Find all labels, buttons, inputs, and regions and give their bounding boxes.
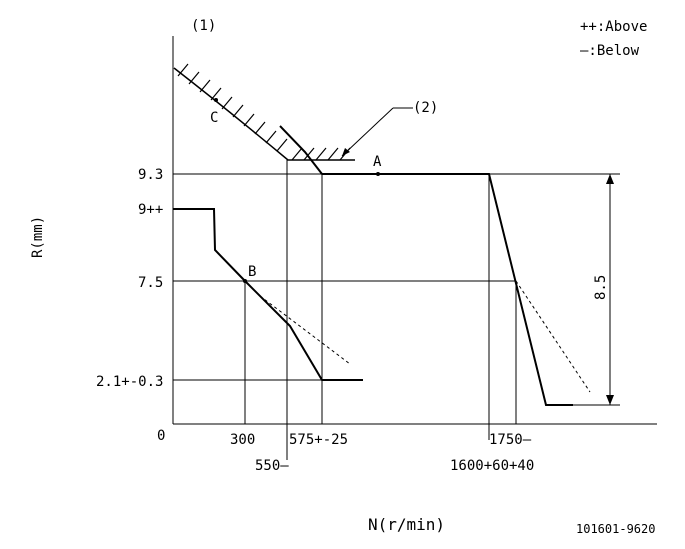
marker-two-label: (2) <box>413 100 438 116</box>
hatch-marks <box>177 63 351 161</box>
marker-two-arrowhead <box>342 148 350 156</box>
x-tick-300: 300 <box>230 432 255 448</box>
dimension-arrow-bottom <box>606 395 614 405</box>
x-tick-575: 575+-25 <box>289 432 348 448</box>
marker-one-label: (1) <box>191 18 216 34</box>
point-b-dot <box>243 279 247 283</box>
point-b-label: B <box>248 264 256 280</box>
y-tick-9: 9++ <box>138 202 163 218</box>
legend-below: —:Below <box>580 43 640 59</box>
legend-above: ++:Above <box>580 19 647 35</box>
marker-two-leader-line <box>341 107 394 157</box>
y-tick-0: 0 <box>157 428 165 444</box>
point-a-dot <box>376 172 380 176</box>
x-tick-550: 550— <box>255 458 289 474</box>
dashed-tolerance-lower <box>259 295 351 365</box>
x-tick-1600: 1600+60+40 <box>450 458 534 474</box>
upper-limit-curve <box>173 67 355 161</box>
point-a-label: A <box>373 154 382 170</box>
y-tick-2-1: 2.1+-0.3 <box>96 374 163 390</box>
figure-id: 101601-9620 <box>576 522 655 536</box>
x-axis-title: N(r/min) <box>368 515 445 534</box>
dimension-arrow-top <box>606 174 614 184</box>
y-axis-title: R(mm) <box>30 216 46 258</box>
full-load-curve <box>279 125 573 406</box>
point-c-label: C <box>210 110 218 126</box>
dimension-label: 8.5 <box>593 275 609 300</box>
y-tick-9-3: 9.3 <box>138 167 163 183</box>
y-tick-7-5: 7.5 <box>138 275 163 291</box>
point-c-dot <box>214 98 218 102</box>
dashed-tolerance-upper <box>515 280 591 393</box>
x-tick-1750: 1750— <box>489 432 532 448</box>
start-curve <box>173 208 363 381</box>
